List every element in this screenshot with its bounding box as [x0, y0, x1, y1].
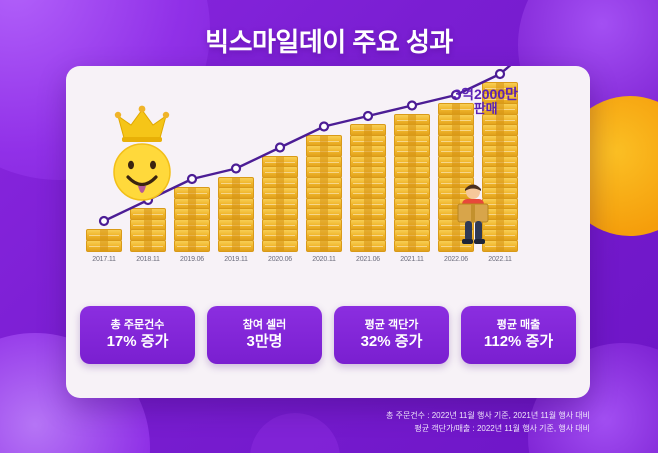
coin-stack: [346, 124, 390, 252]
coin-stack: [214, 176, 258, 252]
x-axis-label: 2021.11: [400, 256, 424, 263]
bar-column: [346, 124, 390, 252]
x-axis-label: 2017.11: [92, 256, 116, 263]
x-axis-label: 2018.11: [136, 256, 160, 263]
delivery-person-icon: [457, 184, 489, 244]
x-axis-label: 2019.06: [180, 256, 204, 263]
kpi-label: 참여 셀러: [242, 319, 287, 332]
bar-column: [214, 176, 258, 252]
coin-stack: [258, 155, 302, 252]
coin-stack: [82, 229, 126, 252]
x-axis-label: 2020.11: [312, 256, 336, 263]
kpi-row: 총 주문건수 17% 증가 참여 셀러 3만명 평균 객단가 32% 증가 평균 매출 112…: [80, 306, 576, 364]
coin-stack: [390, 113, 434, 252]
coin-box: [482, 239, 518, 252]
x-axis-label: 2021.06: [356, 256, 380, 263]
bar-column: [126, 208, 170, 252]
kpi-card-2: 참여 셀러 3만명: [207, 306, 322, 364]
coin-stack: [302, 134, 346, 252]
bar-column: [82, 229, 126, 252]
coin-box: [262, 239, 298, 252]
annotation-line-2: 판매: [473, 101, 498, 117]
x-axis-labels: 2017.11 2018.11 2019.06 2019.11 2020.06 2020.…: [66, 256, 590, 274]
coin-box: [394, 239, 430, 252]
kpi-label: 평균 객단가: [364, 319, 419, 332]
kpi-value: 17% 증가: [106, 333, 169, 351]
decorative-blob-bottom-center: [250, 413, 340, 453]
coin-box: [218, 239, 254, 252]
kpi-value: 3만명: [246, 333, 283, 351]
kpi-card-3: 평균 객단가 32% 증가: [334, 306, 449, 364]
kpi-label: 총 주문건수: [110, 319, 165, 332]
footnotes: 총 주문건수 : 2022년 11월 행사 기준, 2021년 11월 행사 대…: [386, 410, 590, 435]
x-axis-label: 2020.06: [268, 256, 292, 263]
coin-box: [306, 239, 342, 252]
coin-box: [350, 239, 386, 252]
x-axis-label: 2022.11: [488, 256, 512, 263]
coin-stack: [126, 208, 170, 252]
page-title: 빅스마일데이 주요 성과: [205, 27, 453, 57]
kpi-value: 112% 증가: [483, 333, 554, 351]
kpi-value: 32% 증가: [360, 333, 423, 351]
bar-column: [302, 134, 346, 252]
footnote-line: 총 주문건수 : 2022년 11월 행사 기준, 2021년 11월 행사 대…: [386, 411, 590, 421]
coin-box: [174, 239, 210, 252]
kpi-card-1: 총 주문건수 17% 증가: [80, 306, 195, 364]
x-axis-label: 2019.11: [224, 256, 248, 263]
data-point: [494, 68, 506, 80]
bar-column: [258, 155, 302, 252]
annotation-line-1: 3억2000만: [453, 86, 518, 102]
sales-growth-chart: 2017.11 2018.11 2019.06 2019.11 2020.06 2020.…: [66, 66, 590, 296]
x-axis-label: 2022.06: [444, 256, 468, 263]
footnote-line: 평균 객단가/매출 : 2022년 11월 행사 기준, 행사 대비: [414, 423, 590, 433]
bar-column: [390, 113, 434, 252]
chart-annotation: 3억2000만 판매: [453, 86, 518, 117]
content-card: 2017.11 2018.11 2019.06 2019.11 2020.06 2020.…: [66, 66, 590, 398]
coin-box: [130, 239, 166, 252]
kpi-card-4: 평균 매출 112% 증가: [461, 306, 576, 364]
kpi-label: 평균 매출: [496, 319, 541, 332]
coin-box: [86, 239, 122, 252]
crowned-smiley-icon: [113, 105, 171, 201]
